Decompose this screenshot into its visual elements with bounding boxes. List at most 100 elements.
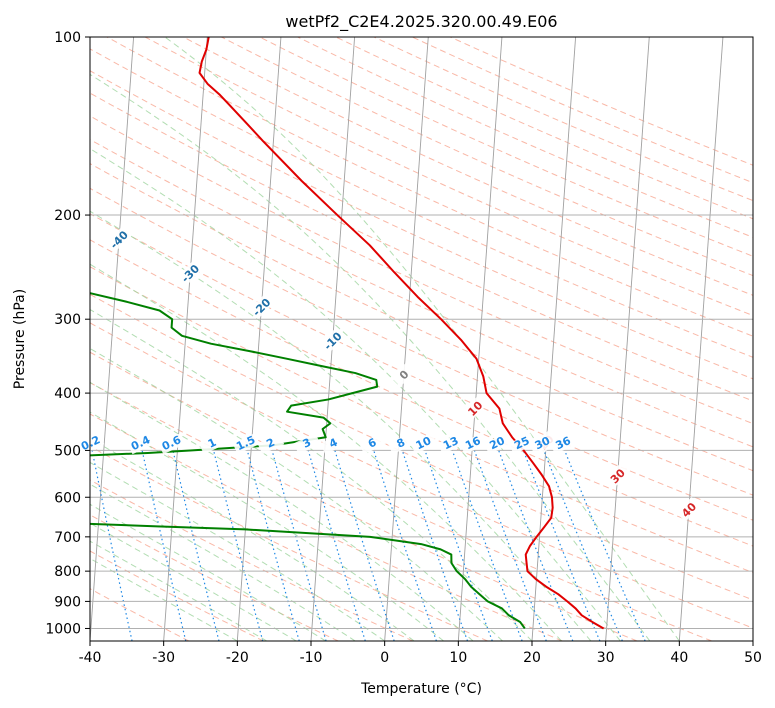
mixing-ratio-label-bg: [410, 433, 438, 455]
mixing-ratio-label-bg: [484, 433, 511, 455]
moist-adiabat: [90, 73, 651, 641]
mixing-ratio-label-bg: [127, 433, 155, 455]
mixing-ratio-label-bg: [387, 433, 415, 455]
dry-adiabat: [90, 550, 264, 641]
dry-adiabat: [90, 293, 753, 601]
isotherm: [678, 37, 724, 641]
mixing-ratio-label-bg: [232, 433, 260, 455]
dry-adiabat: [90, 322, 753, 629]
mixing-ratio-label-bg: [529, 433, 557, 455]
mixing-ratio-label-bg: [158, 433, 186, 455]
y-tick-label: 600: [54, 490, 81, 506]
x-tick-label: 20: [523, 650, 541, 666]
y-tick-label: 500: [54, 443, 81, 459]
x-tick-label: 0: [380, 650, 389, 666]
dry-adiabat: [144, 37, 753, 317]
moist-adiabat: [90, 308, 533, 641]
y-tick-label: 800: [54, 564, 81, 580]
mixing-ratio-label: 25: [512, 434, 531, 452]
isotherm: [457, 37, 503, 641]
x-tick-label: -30: [152, 650, 175, 666]
mixing-ratio-label-bg: [437, 433, 465, 455]
x-tick-label: 40: [670, 650, 688, 666]
mixing-ratio-label-bg: [198, 433, 226, 455]
moist-adiabat: [90, 210, 592, 641]
isotherm-label-bg: [319, 328, 345, 353]
x-tick-label: 50: [744, 650, 762, 666]
isotherm-label-bg: [177, 260, 203, 286]
moist-adiabat: [90, 483, 356, 641]
y-tick-label: 200: [54, 208, 81, 224]
isotherm: [236, 37, 282, 641]
isotherm-label-bg: [106, 226, 131, 252]
x-axis: -40 -30 -20 -10 0 10 20 30 40 50: [79, 641, 762, 666]
x-tick-label: -10: [300, 650, 323, 666]
moist-adiabat: [90, 461, 385, 641]
dry-adiabat: [90, 213, 753, 521]
y-tick-label: 900: [54, 594, 81, 610]
isotherm: [752, 634, 753, 641]
dry-adiabat: [90, 413, 563, 641]
isotherm-label-bg: [462, 395, 488, 421]
mixing-ratio-label-bg: [257, 433, 285, 455]
x-tick-label: -40: [79, 650, 102, 666]
isotherm: [163, 37, 208, 641]
isotherm-label-bg: [676, 497, 701, 522]
y-tick-label: 700: [54, 530, 81, 546]
x-tick-label: 10: [449, 650, 467, 666]
moist-adiabat: [90, 557, 238, 641]
moist-adiabat: [90, 540, 268, 641]
isotherm: [90, 37, 135, 641]
mixing-ratio-label: 20: [488, 434, 508, 452]
dry-adiabat: [90, 445, 488, 641]
mixing-ratio-label: 30: [533, 434, 553, 452]
moist-adiabat: [90, 381, 474, 641]
moist-adiabat: [90, 411, 444, 641]
dry-adiabat: [90, 266, 753, 574]
y-axis: 100 200 300 400 500 600 700 800 900 1000: [45, 30, 90, 637]
isotherm: [605, 37, 650, 641]
dry-adiabat: [90, 351, 712, 641]
isotherm-label-bg: [604, 463, 630, 489]
isotherm-label-bg: [391, 361, 416, 387]
y-tick-label: 400: [54, 386, 81, 402]
mixing-ratio-label-bg: [459, 433, 487, 455]
mixing-ratio-label-bg: [508, 433, 536, 455]
y-tick-label: 1000: [45, 621, 81, 637]
dry-adiabat: [90, 588, 190, 641]
mixing-ratio-label-bg: [77, 433, 105, 455]
mixing-ratio-line: [473, 450, 547, 641]
y-axis-label: Pressure (hPa): [12, 289, 28, 389]
mixing-ratio-line: [271, 450, 327, 641]
mixing-ratio-label: 10: [414, 434, 434, 452]
plot-frame: [89, 36, 754, 642]
dry-adiabat: [90, 48, 753, 358]
moist-adiabat: [90, 148, 621, 641]
temperature-line: [198, 37, 605, 630]
mixing-ratio-label-bg: [293, 433, 321, 455]
x-tick-label: -20: [226, 650, 249, 666]
mixing-ratio-label-bg: [320, 433, 348, 455]
mixing-ratio-line: [334, 450, 395, 641]
dry-adiabat: [90, 70, 753, 380]
profile-lines: [90, 37, 605, 630]
mixing-ratio-label: 16: [463, 434, 483, 452]
dry-adiabat: [90, 239, 753, 547]
x-axis-label: Temperature (°C): [360, 681, 482, 697]
isotherm: [531, 37, 577, 641]
moist-adiabat: [90, 438, 415, 641]
mixing-ratio-label-bg: [359, 433, 386, 455]
y-tick-label: 300: [54, 312, 81, 328]
mixing-ratio-line: [373, 450, 437, 641]
dry-adiabat: [90, 187, 753, 496]
moist-adiabat: [90, 263, 562, 641]
mixing-ratio-line: [307, 450, 366, 641]
dry-adiabat: [90, 115, 753, 425]
x-tick-label: 30: [597, 650, 615, 666]
mixing-ratio-line: [498, 450, 574, 641]
moist-adiabat: [90, 347, 503, 641]
mixing-ratio-label: 36: [553, 434, 573, 452]
y-tick-label: 100: [54, 30, 81, 46]
moist-adiabat: [90, 522, 297, 641]
mixing-ratio-label: 13: [441, 434, 460, 452]
